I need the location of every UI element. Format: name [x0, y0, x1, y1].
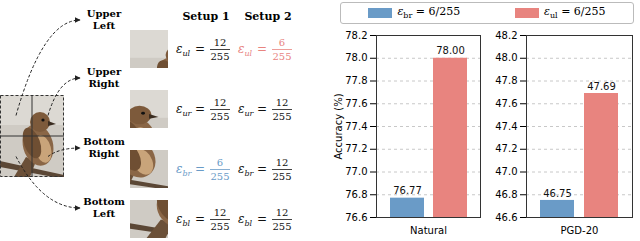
svg-text:=: =	[257, 42, 267, 56]
svg-text:76.8: 76.8	[345, 189, 367, 200]
svg-text:εbl: εbl	[176, 212, 191, 228]
svg-text:εur: εur	[238, 102, 255, 118]
svg-text:BottomRight: BottomRight	[83, 136, 125, 159]
svg-text:PGD-20: PGD-20	[561, 225, 599, 236]
svg-text:255: 255	[210, 171, 229, 182]
svg-text:47.2: 47.2	[495, 143, 517, 154]
svg-text:78.00: 78.00	[436, 45, 465, 56]
svg-text:12: 12	[214, 207, 227, 218]
svg-text:12: 12	[276, 97, 289, 108]
svg-text:UpperRight: UpperRight	[87, 66, 122, 89]
svg-text:=: =	[195, 212, 205, 226]
svg-text:77.8: 77.8	[345, 75, 367, 86]
svg-text:=: =	[195, 102, 205, 116]
svg-text:76.77: 76.77	[393, 185, 422, 196]
svg-text:=: =	[195, 162, 205, 176]
svg-text:εbl: εbl	[238, 212, 253, 228]
svg-text:77.4: 77.4	[345, 121, 367, 132]
svg-text:255: 255	[210, 111, 229, 122]
svg-text:48.2: 48.2	[495, 30, 517, 41]
svg-text:Accuracy (%): Accuracy (%)	[333, 93, 344, 159]
svg-text:255: 255	[210, 221, 229, 232]
svg-text:255: 255	[272, 171, 291, 182]
svg-text:εur: εur	[176, 102, 193, 118]
svg-text:=: =	[257, 162, 267, 176]
svg-text:εul: εul	[176, 42, 191, 58]
svg-text:Setup 1: Setup 1	[182, 10, 229, 23]
svg-text:255: 255	[272, 111, 291, 122]
svg-text:255: 255	[210, 51, 229, 62]
svg-text:=: =	[257, 212, 267, 226]
svg-text:12: 12	[276, 207, 289, 218]
svg-text:255: 255	[272, 221, 291, 232]
svg-text:=: =	[195, 42, 205, 56]
svg-text:6: 6	[279, 37, 285, 48]
svg-text:48.0: 48.0	[495, 52, 517, 63]
svg-text:46.6: 46.6	[495, 212, 517, 223]
svg-text:12: 12	[276, 157, 289, 168]
svg-text:78.2: 78.2	[345, 30, 367, 41]
svg-text:47.8: 47.8	[495, 75, 517, 86]
svg-text:77.2: 77.2	[345, 143, 367, 154]
svg-text:UpperLeft: UpperLeft	[87, 8, 122, 31]
svg-text:Natural: Natural	[410, 225, 447, 236]
svg-text:BottomLeft: BottomLeft	[83, 196, 125, 219]
svg-text:=: =	[257, 102, 267, 116]
svg-text:εbr: εbr	[176, 162, 193, 178]
svg-text:εbr: εbr	[238, 162, 255, 178]
html-text:εul= 6/255: εul= 6/255	[544, 5, 606, 21]
svg-text:12: 12	[214, 97, 227, 108]
svg-text:47.69: 47.69	[587, 81, 616, 92]
svg-text:46.8: 46.8	[495, 189, 517, 200]
svg-text:46.75: 46.75	[543, 188, 572, 199]
svg-text:εul: εul	[238, 42, 253, 58]
html-text:εbr= 6/255: εbr= 6/255	[397, 5, 461, 21]
svg-text:47.6: 47.6	[495, 98, 517, 109]
svg-text:47.0: 47.0	[495, 166, 517, 177]
svg-text:76.6: 76.6	[345, 212, 367, 223]
svg-text:255: 255	[272, 51, 291, 62]
svg-text:12: 12	[214, 37, 227, 48]
svg-text:Setup 2: Setup 2	[244, 10, 291, 23]
svg-text:6: 6	[217, 157, 223, 168]
svg-text:77.6: 77.6	[345, 98, 367, 109]
svg-text:78.0: 78.0	[345, 52, 367, 63]
svg-text:47.4: 47.4	[495, 121, 517, 132]
svg-text:77.0: 77.0	[345, 166, 367, 177]
